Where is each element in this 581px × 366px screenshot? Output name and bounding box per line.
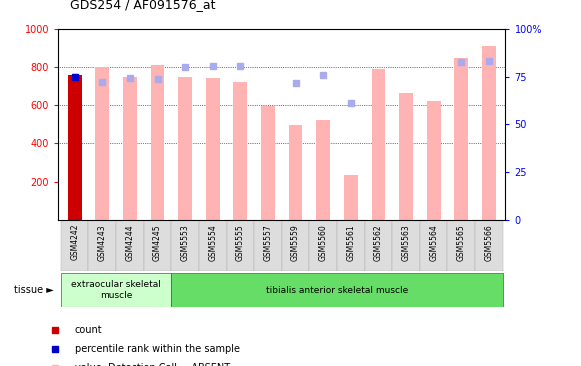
FancyBboxPatch shape bbox=[254, 221, 282, 271]
Text: GSM4244: GSM4244 bbox=[125, 224, 134, 261]
FancyBboxPatch shape bbox=[447, 221, 475, 271]
Text: tibialis anterior skeletal muscle: tibialis anterior skeletal muscle bbox=[266, 285, 408, 295]
FancyBboxPatch shape bbox=[116, 221, 144, 271]
Bar bbox=[261, 107, 275, 220]
Bar bbox=[68, 75, 81, 220]
Text: value, Detection Call = ABSENT: value, Detection Call = ABSENT bbox=[75, 363, 230, 366]
Text: GSM5566: GSM5566 bbox=[485, 224, 493, 261]
Bar bbox=[234, 82, 248, 220]
Text: percentile rank within the sample: percentile rank within the sample bbox=[75, 344, 240, 354]
FancyBboxPatch shape bbox=[144, 221, 171, 271]
Text: GSM5554: GSM5554 bbox=[208, 224, 217, 261]
FancyBboxPatch shape bbox=[61, 221, 88, 271]
Text: GSM4242: GSM4242 bbox=[70, 224, 79, 260]
Bar bbox=[289, 126, 303, 220]
FancyBboxPatch shape bbox=[337, 221, 365, 271]
Text: GSM5557: GSM5557 bbox=[263, 224, 272, 261]
Bar bbox=[371, 69, 385, 220]
Text: GSM5562: GSM5562 bbox=[374, 224, 383, 261]
Bar bbox=[123, 77, 137, 220]
Bar bbox=[316, 120, 330, 220]
Bar bbox=[482, 46, 496, 220]
Bar bbox=[150, 66, 164, 220]
FancyBboxPatch shape bbox=[88, 221, 116, 271]
FancyBboxPatch shape bbox=[171, 221, 199, 271]
Bar bbox=[68, 75, 81, 220]
Text: GSM5561: GSM5561 bbox=[346, 224, 356, 261]
Bar bbox=[427, 101, 440, 220]
Text: tissue ►: tissue ► bbox=[14, 285, 53, 295]
Bar bbox=[399, 93, 413, 220]
Text: extraocular skeletal
muscle: extraocular skeletal muscle bbox=[71, 280, 161, 300]
Bar bbox=[344, 175, 358, 220]
FancyBboxPatch shape bbox=[420, 221, 447, 271]
FancyBboxPatch shape bbox=[227, 221, 254, 271]
FancyBboxPatch shape bbox=[310, 221, 337, 271]
Bar bbox=[95, 67, 109, 220]
Bar bbox=[454, 58, 468, 220]
Text: GSM4243: GSM4243 bbox=[98, 224, 107, 261]
Text: GDS254 / AF091576_at: GDS254 / AF091576_at bbox=[70, 0, 215, 11]
FancyBboxPatch shape bbox=[282, 221, 310, 271]
FancyBboxPatch shape bbox=[199, 221, 227, 271]
Text: GSM5553: GSM5553 bbox=[181, 224, 189, 261]
FancyBboxPatch shape bbox=[171, 273, 503, 307]
FancyBboxPatch shape bbox=[475, 221, 503, 271]
Text: count: count bbox=[75, 325, 103, 336]
FancyBboxPatch shape bbox=[392, 221, 420, 271]
Bar bbox=[178, 77, 192, 220]
FancyBboxPatch shape bbox=[61, 273, 171, 307]
Text: GSM5563: GSM5563 bbox=[401, 224, 411, 261]
Text: GSM5565: GSM5565 bbox=[457, 224, 466, 261]
Text: GSM5564: GSM5564 bbox=[429, 224, 438, 261]
Text: GSM5555: GSM5555 bbox=[236, 224, 245, 261]
Text: GSM5559: GSM5559 bbox=[291, 224, 300, 261]
FancyBboxPatch shape bbox=[365, 221, 392, 271]
Text: GSM4245: GSM4245 bbox=[153, 224, 162, 261]
Text: GSM5560: GSM5560 bbox=[319, 224, 328, 261]
Bar bbox=[206, 78, 220, 220]
